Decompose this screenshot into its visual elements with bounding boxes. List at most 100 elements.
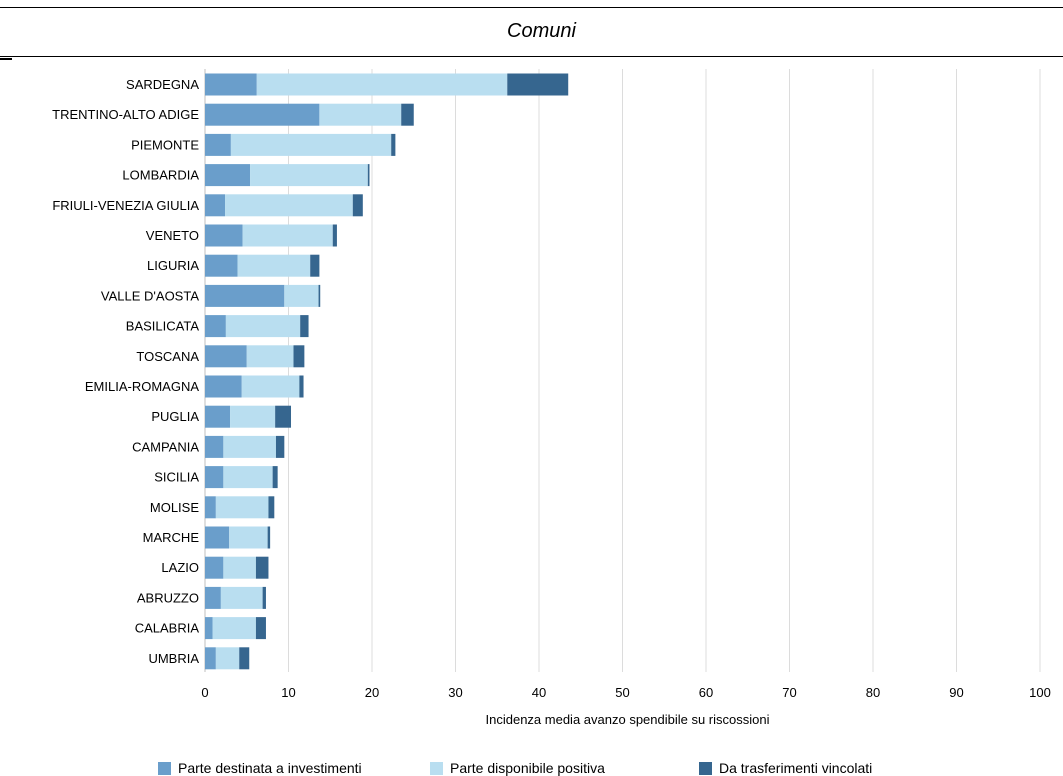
x-tick-label: 80 [866,685,880,700]
bar-segment [223,556,256,579]
bar-segment [215,647,240,670]
bar-segment [205,224,243,247]
x-tick-label: 100 [1029,685,1051,700]
legend-item: Parte disponibile positiva [430,760,605,776]
category-label: ABRUZZO [137,590,199,605]
chart-header: Comuni [0,0,1063,60]
bar-segment [230,133,392,156]
chart-legend: Parte destinata a investimenti Parte disp… [0,760,1063,776]
bar-segment [205,103,320,126]
bar-segment [367,164,370,187]
category-label: FRIULI-VENEZIA GIULIA [52,198,199,213]
category-label: BASILICATA [126,319,200,334]
bar-segment [205,496,216,519]
bar-segment [319,103,402,126]
bar-segment [205,405,231,428]
category-label: PIEMONTE [131,137,199,152]
bar-segment [239,647,250,670]
x-tick-label: 60 [699,685,713,700]
bar-segment [293,345,305,368]
bar-segment [205,586,221,609]
category-label: TOSCANA [136,349,199,364]
legend-label: Parte disponibile positiva [450,760,605,776]
bar-segment [507,73,569,96]
category-label: CALABRIA [135,621,200,636]
top-rule [0,7,1063,8]
category-label: LAZIO [161,560,199,575]
legend-item: Da trasferimenti vincolati [699,760,872,776]
chart-title: Comuni [507,20,576,42]
x-tick-label: 20 [365,685,379,700]
bottom-rule [0,56,1063,57]
bar-segment [205,647,216,670]
category-label: LIGURIA [147,258,199,273]
legend-swatch [699,761,712,775]
bar-segment [205,194,226,217]
legend-label: Da trasferimenti vincolati [719,760,873,776]
category-label: TRENTINO-ALTO ADIGE [52,107,199,122]
legend-swatch [430,761,443,775]
category-label: VENETO [146,228,199,243]
category-label: SARDEGNA [126,77,199,92]
bar-segment [205,435,224,458]
category-label: VALLE D'AOSTA [101,288,199,303]
bar-segment [256,73,508,96]
bar-segment [237,254,311,277]
bar-segment [215,496,269,519]
bar-segment [205,315,226,338]
bar-segment [230,405,276,428]
bar-segment [205,73,257,96]
x-tick-label: 40 [532,685,546,700]
bar-segment [401,103,414,126]
bar-segment [267,526,271,549]
bar-segment [212,617,256,640]
bar-segment [255,617,266,640]
category-label: SICILIA [154,470,199,485]
bar-segment [205,526,230,549]
bar-segment [229,526,268,549]
bar-segment [205,556,224,579]
bar-segment [205,133,231,156]
category-label: LOMBARDIA [122,168,199,183]
bar-segment [225,194,353,217]
bar-segment [205,164,251,187]
bar-segment [241,375,300,398]
bar-segment [223,466,273,489]
stacked-bar-chart: SARDEGNA TRENTINO-ALTO ADIGE PIEMONTE LOMBA… [52,69,1051,727]
bar-segment [250,164,368,187]
legend-swatch [158,761,171,775]
bar-segment [310,254,320,277]
bar-segment [299,375,304,398]
bar-segment [205,375,242,398]
bar-segment [223,435,276,458]
bar-segment [205,345,247,368]
bar-segment [391,133,396,156]
category-label: CAMPANIA [132,439,199,454]
bar-segment [352,194,363,217]
bar-segment [205,466,224,489]
bar-segment [205,284,285,307]
category-label: UMBRIA [148,651,199,666]
bar-segment [205,254,238,277]
bar-segment [242,224,333,247]
rule-tick-mark [0,58,12,60]
bar-segment [268,496,275,519]
bar-segment [272,466,278,489]
bar-segment [284,284,319,307]
x-tick-label: 10 [281,685,295,700]
x-tick-label: 50 [615,685,629,700]
x-tick-label: 90 [949,685,963,700]
bar-segment [220,586,263,609]
x-axis-title: Incidenza media avanzo spendibile su ris… [486,712,770,727]
legend-label: Parte destinata a investimenti [178,760,362,776]
category-label: MARCHE [143,530,200,545]
bar-segment [275,405,292,428]
bar-segment [255,556,269,579]
bar-segment [225,315,301,338]
bar-segment [262,586,266,609]
x-tick-label: 30 [448,685,462,700]
category-label: PUGLIA [151,409,199,424]
bar-segment [205,617,213,640]
bar-segment [246,345,294,368]
bar-segment [332,224,337,247]
